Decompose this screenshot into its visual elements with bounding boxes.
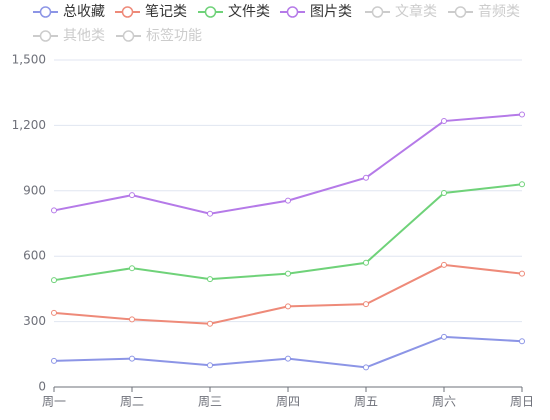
legend-label[interactable]: 文章类 xyxy=(395,3,437,20)
data-point xyxy=(441,261,447,268)
data-point xyxy=(285,355,291,362)
data-point xyxy=(129,316,135,323)
data-point xyxy=(51,357,57,364)
data-point xyxy=(441,189,447,196)
legend-label[interactable]: 图片类 xyxy=(310,4,352,20)
data-point xyxy=(441,118,447,125)
data-point xyxy=(363,301,369,308)
legend-icon-dot xyxy=(454,6,467,18)
legend-label[interactable]: 音频类 xyxy=(478,3,520,20)
legend-icon-dot xyxy=(122,30,135,42)
data-point xyxy=(51,309,57,316)
data-point xyxy=(207,362,213,369)
data-point xyxy=(519,111,525,118)
series-line xyxy=(53,335,523,369)
data-point xyxy=(207,276,213,283)
x-tick-label: 周六 xyxy=(432,395,456,409)
data-point xyxy=(207,210,213,217)
data-point xyxy=(519,270,525,277)
legend-icon-dot xyxy=(39,30,52,42)
data-point xyxy=(129,192,135,199)
data-point xyxy=(519,338,525,345)
data-point xyxy=(51,207,57,214)
x-tick-label: 周日 xyxy=(510,395,534,409)
x-tick-label: 周五 xyxy=(354,395,378,409)
legend-label[interactable]: 笔记类 xyxy=(145,4,187,20)
data-point xyxy=(441,333,447,340)
data-point xyxy=(129,265,135,272)
legend-label[interactable]: 其他类 xyxy=(63,28,105,44)
y-tick-label: 300 xyxy=(23,314,46,328)
legend-label[interactable]: 标签功能 xyxy=(146,27,202,44)
legend-label[interactable]: 文件类 xyxy=(228,4,270,20)
data-point xyxy=(363,174,369,181)
x-tick-label: 周三 xyxy=(198,395,222,409)
x-tick-label: 周一 xyxy=(42,395,66,409)
x-tick-label: 周四 xyxy=(276,395,300,409)
y-tick-label: 600 xyxy=(23,249,46,263)
y-tick-label: 1,500 xyxy=(12,53,46,67)
data-point xyxy=(285,197,291,204)
data-point xyxy=(285,270,291,277)
y-tick-label: 900 xyxy=(23,183,46,197)
y-tick-label: 1,200 xyxy=(12,118,46,132)
legend-icon-dot xyxy=(121,6,134,18)
data-point xyxy=(363,364,369,371)
x-tick-label: 周二 xyxy=(120,395,144,409)
legend-label[interactable]: 总收藏 xyxy=(63,4,105,20)
legend-icon-dot xyxy=(204,6,217,18)
legend-icon-dot xyxy=(371,6,384,18)
y-tick-label: 0 xyxy=(38,380,46,394)
legend-icon-dot xyxy=(39,6,52,18)
data-point xyxy=(129,355,135,362)
data-point xyxy=(207,320,213,327)
data-point xyxy=(51,277,57,284)
data-point xyxy=(519,181,525,188)
legend-icon-dot xyxy=(286,6,299,18)
data-point xyxy=(285,303,291,310)
data-point xyxy=(363,259,369,266)
